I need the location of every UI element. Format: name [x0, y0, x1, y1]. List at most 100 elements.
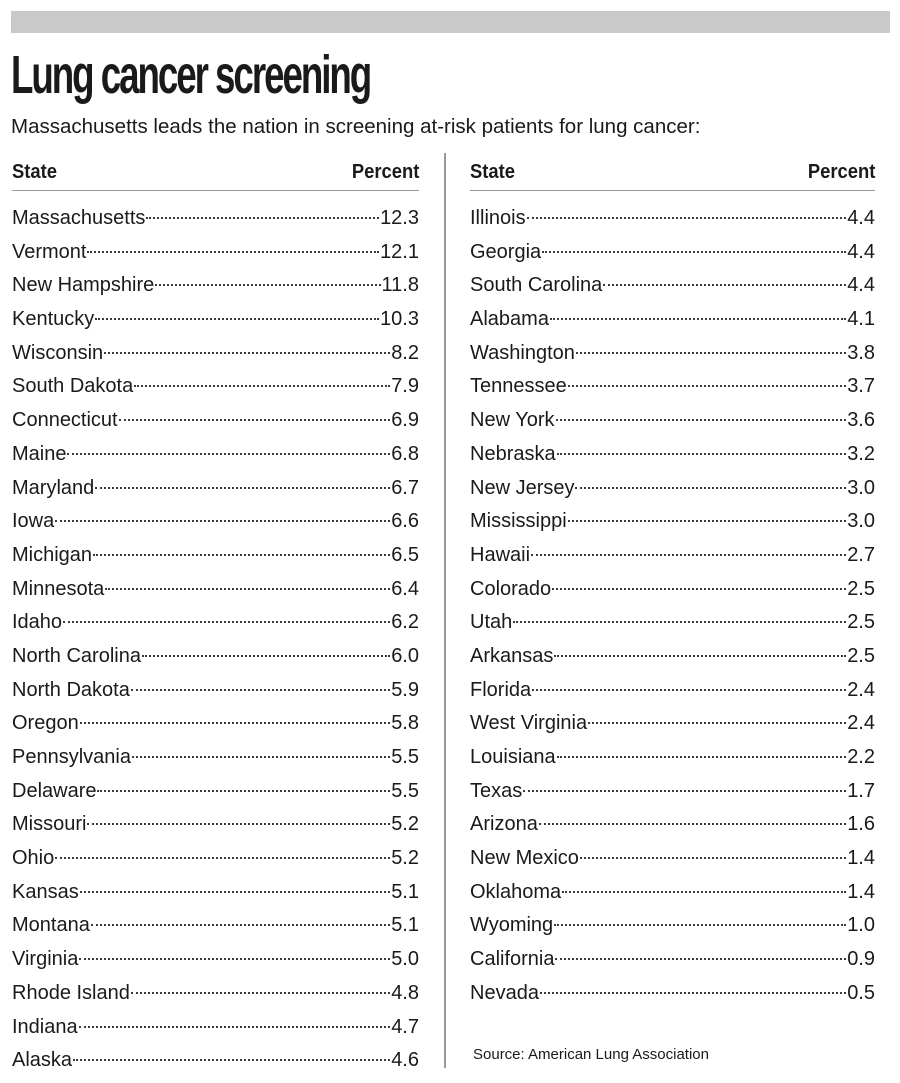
state-name: South Carolina [470, 274, 603, 297]
percent-value: 5.0 [391, 948, 419, 971]
dot-leader [555, 958, 847, 961]
state-name: Nebraska [470, 442, 556, 465]
table-row: West Virginia 2.4 [470, 707, 875, 741]
table-row: Wyoming 1.0 [470, 909, 875, 943]
state-name: Oklahoma [470, 880, 562, 903]
state-name: New Hampshire [12, 274, 155, 297]
dot-leader [104, 351, 391, 354]
table-row: Virginia 5.0 [12, 943, 419, 977]
dot-leader [130, 991, 391, 994]
dot-leader [539, 991, 847, 994]
percent-value: 4.4 [847, 240, 875, 263]
table-row: Mississippi 3.0 [470, 505, 875, 539]
table-row: Vermont 12.1 [12, 236, 419, 270]
table-row: Connecticut 6.9 [12, 404, 419, 438]
state-name: Montana [12, 914, 90, 937]
percent-value: 5.1 [391, 914, 419, 937]
dot-leader [513, 621, 847, 624]
dot-leader [532, 688, 847, 691]
dot-leader [79, 958, 391, 961]
table-row: Alaska 4.6 [12, 1044, 419, 1078]
table-row: Kentucky 10.3 [12, 303, 419, 337]
state-name: Vermont [12, 240, 87, 263]
percent-value: 6.6 [391, 510, 419, 533]
table-row: New Jersey 3.0 [470, 472, 875, 506]
dot-leader [556, 452, 847, 455]
state-name: New York [470, 409, 555, 432]
table-row: Ohio 5.2 [12, 842, 419, 876]
table-row: Florida 2.4 [470, 674, 875, 708]
percent-value: 6.4 [391, 577, 419, 600]
table-row: Tennessee 3.7 [470, 370, 875, 404]
state-name: Delaware [12, 779, 97, 802]
state-name: New Jersey [470, 476, 575, 499]
dot-leader [87, 250, 380, 253]
table-row: Iowa 6.6 [12, 505, 419, 539]
dot-leader [79, 890, 391, 893]
dot-leader [130, 688, 391, 691]
chart-subtitle: Massachusetts leads the nation in screen… [11, 115, 701, 138]
state-name: Massachusetts [12, 207, 146, 229]
header-percent: Percent [807, 161, 875, 183]
state-name: Louisiana [470, 746, 556, 768]
dot-leader [575, 351, 847, 354]
percent-value: 2.4 [847, 712, 875, 735]
table-row: Missouri 5.2 [12, 808, 419, 842]
state-name: Indiana [12, 1015, 78, 1038]
table-row: New Hampshire 11.8 [12, 269, 419, 303]
percent-value: 6.8 [391, 442, 419, 465]
state-name: West Virginia [470, 712, 588, 735]
state-name: Hawaii [470, 543, 531, 566]
state-name: Virginia [12, 948, 79, 971]
table-row: Arkansas 2.5 [470, 640, 875, 674]
state-name: Tennessee [470, 375, 567, 398]
percent-value: 5.2 [391, 813, 419, 836]
table-rows-right: Illinois 4.4 Georgia 4.4 South Carolina 4.4 Al… [470, 202, 875, 1011]
dot-leader [549, 318, 847, 321]
state-name: Texas [470, 779, 523, 802]
state-name: Florida [470, 678, 532, 701]
percent-value: 12.3 [380, 207, 419, 229]
state-name: Wyoming [470, 914, 554, 937]
table-row: New Mexico 1.4 [470, 842, 875, 876]
source-note: Source: American Lung Association [473, 1046, 709, 1063]
percent-value: 4.6 [391, 1049, 419, 1072]
percent-value: 6.5 [391, 543, 419, 566]
dot-leader [95, 486, 391, 489]
table-column-left: State Percent Massachusetts 12.3 Vermont 12… [12, 150, 419, 1078]
dot-leader [78, 1025, 391, 1028]
dot-leader [556, 756, 847, 758]
percent-value: 2.5 [847, 577, 875, 600]
table-row: Oregon 5.8 [12, 707, 419, 741]
dot-leader [538, 823, 847, 826]
table-row: South Dakota 7.9 [12, 370, 419, 404]
table-row: Massachusetts 12.3 [12, 202, 419, 236]
state-name: Georgia [470, 240, 542, 263]
column-divider [444, 153, 446, 1068]
state-name: Maine [12, 442, 67, 465]
dot-leader [90, 924, 391, 927]
dot-leader [552, 587, 847, 590]
state-name: Arizona [470, 813, 538, 836]
percent-value: 2.5 [847, 611, 875, 634]
table-row: Nevada 0.5 [470, 977, 875, 1011]
state-name: North Dakota [12, 678, 130, 701]
state-name: Alaska [12, 1049, 73, 1072]
table-row: Kansas 5.1 [12, 876, 419, 910]
dot-leader [526, 217, 847, 219]
state-name: Wisconsin [12, 341, 104, 364]
dot-leader [531, 553, 847, 556]
dot-leader [87, 823, 391, 826]
top-banner-bar [11, 11, 890, 33]
table-row: Georgia 4.4 [470, 236, 875, 270]
dot-leader [554, 654, 847, 657]
dot-leader [105, 587, 391, 590]
table-header-left: State Percent [12, 150, 419, 191]
dot-leader [603, 284, 847, 287]
state-name: California [470, 948, 555, 971]
percent-value: 2.7 [847, 543, 875, 566]
percent-value: 8.2 [391, 341, 419, 364]
dot-leader [63, 621, 391, 624]
dot-leader [97, 789, 391, 792]
state-name: Colorado [470, 577, 552, 600]
